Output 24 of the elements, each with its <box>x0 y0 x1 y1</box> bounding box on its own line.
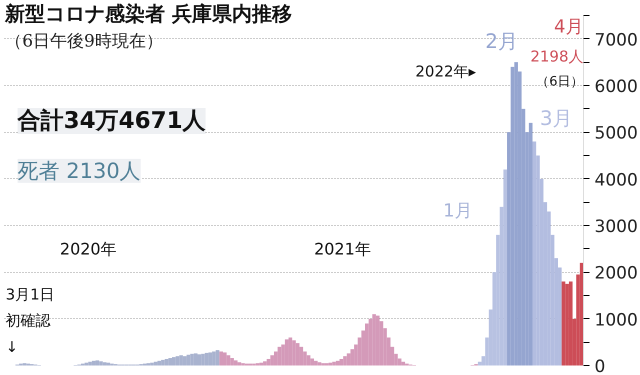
annotation: （6日） <box>536 74 584 90</box>
y-tick-label: 7000 <box>594 30 638 50</box>
annotation: 初確認 <box>6 312 51 330</box>
y-tick-label: 2000 <box>594 264 638 284</box>
annotation: 合計34万4671人 <box>16 108 207 134</box>
chart-title: 新型コロナ感染者 兵庫県内推移 <box>4 2 292 26</box>
y-tick-label: 1000 <box>594 310 638 330</box>
annotation: 死者 2130人 <box>18 158 141 183</box>
annotation: ↓ <box>6 338 18 356</box>
y-tick-label: 4000 <box>594 170 638 190</box>
annotation: 2020年 <box>60 239 117 258</box>
y-tick-label: 3000 <box>594 217 638 237</box>
y-tick-label: 0 <box>594 357 606 375</box>
annotation: 3月1日 <box>6 286 55 304</box>
annotation: 2月 <box>485 29 518 54</box>
text: （6日午後9時現在） <box>5 31 163 52</box>
annotation: 1月 <box>443 200 473 222</box>
y-tick-label: 5000 <box>594 124 638 144</box>
annotation: 2198人 <box>530 48 584 66</box>
annotation: 2022年▸ <box>415 62 477 80</box>
annotation: 3月 <box>540 106 573 130</box>
annotation: 4月 <box>554 16 584 38</box>
y-tick-label: 6000 <box>594 77 638 97</box>
annotation: 2021年 <box>314 239 371 258</box>
